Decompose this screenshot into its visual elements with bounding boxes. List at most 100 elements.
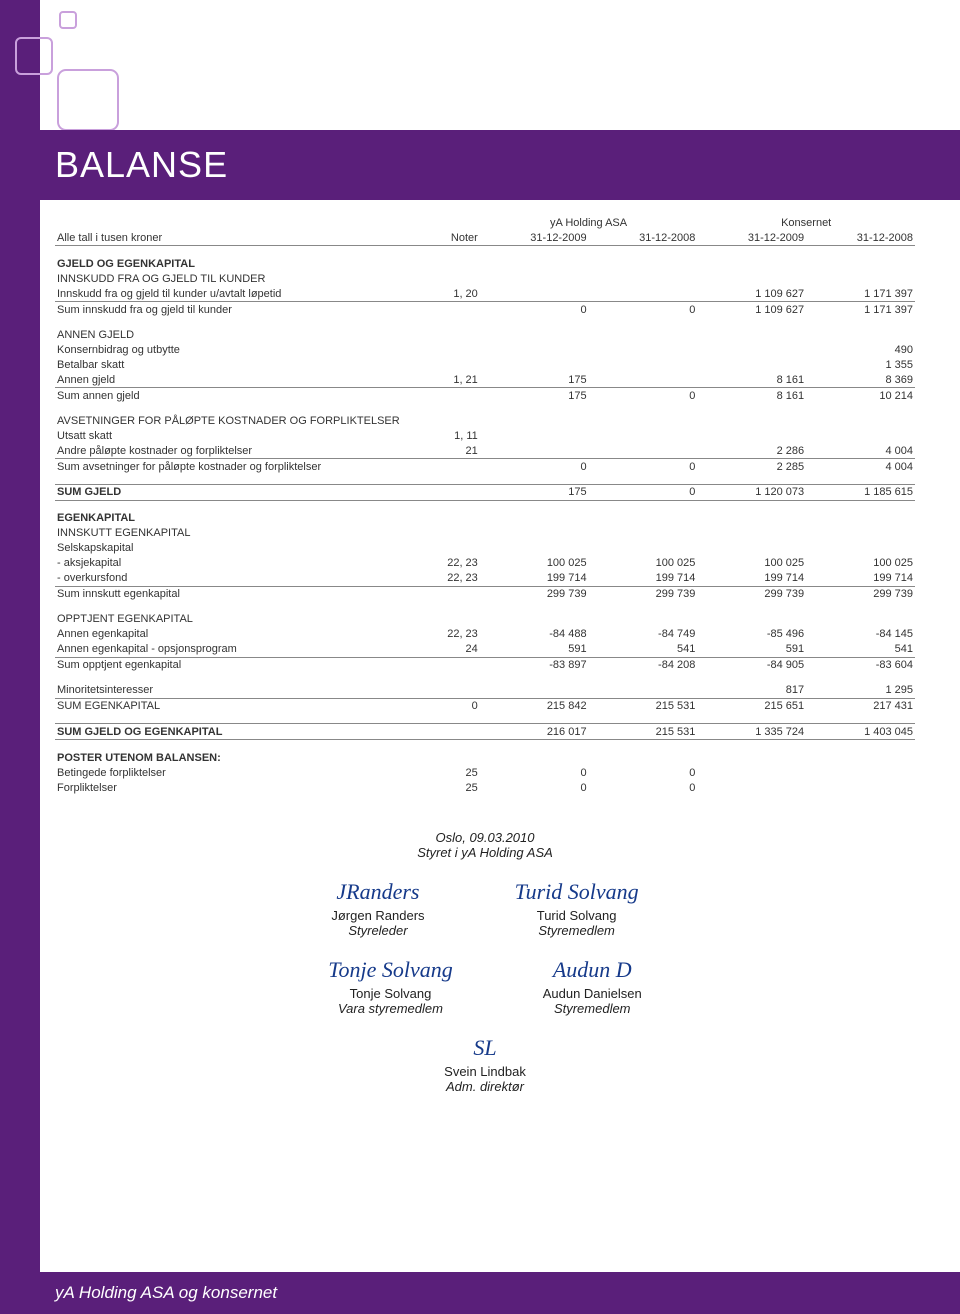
group-header-entity2: Konsernet <box>697 215 915 230</box>
signatures-block: Oslo, 09.03.2010 Styret i yA Holding ASA… <box>55 830 915 1094</box>
signature-role: Vara styremedlem <box>328 1001 452 1016</box>
row-val: 8 161 <box>697 372 806 388</box>
row-val: 215 651 <box>697 698 806 714</box>
row-val: -84 749 <box>589 627 698 642</box>
col-noter: Noter <box>407 230 480 246</box>
row-val: 4 004 <box>806 443 915 459</box>
row-label: - aksjekapital <box>55 556 407 571</box>
signature-scribble: Turid Solvang <box>515 882 639 906</box>
row-noter: 25 <box>407 765 480 780</box>
row-val: 817 <box>697 683 806 699</box>
row-label: SUM EGENKAPITAL <box>55 698 407 714</box>
row-val: -84 488 <box>480 627 589 642</box>
row-noter: 1, 21 <box>407 372 480 388</box>
signature-scribble: Audun D <box>543 960 642 984</box>
row-val: 1 109 627 <box>697 302 806 318</box>
row-sum-gjeld: SUM GJELD <box>55 484 407 500</box>
row-val: 0 <box>589 765 698 780</box>
row-val: 100 025 <box>806 556 915 571</box>
row-val: 8 369 <box>806 372 915 388</box>
row-noter: 22, 23 <box>407 556 480 571</box>
row-val: 199 714 <box>480 571 589 587</box>
signature-role: Styremedlem <box>515 923 639 938</box>
col-c4: 31-12-2008 <box>806 230 915 246</box>
signature-name: Jørgen Randers <box>331 908 424 923</box>
row-val: 0 <box>480 765 589 780</box>
signature-scribble: JRanders <box>331 882 424 906</box>
row-val: 541 <box>589 642 698 658</box>
group-header-entity1: yA Holding ASA <box>480 215 698 230</box>
row-val: 1 295 <box>806 683 915 699</box>
row-noter: 1, 20 <box>407 286 480 302</box>
row-val: 175 <box>480 484 589 500</box>
row-sum-gjeld-eg: SUM GJELD OG EGENKAPITAL <box>55 724 407 740</box>
row-val: 299 739 <box>480 586 589 602</box>
row-label: Annen egenkapital - opsjonsprogram <box>55 642 407 658</box>
row-val: 490 <box>806 342 915 357</box>
signature-item: Turid Solvang Turid Solvang Styremedlem <box>515 882 639 938</box>
row-noter: 22, 23 <box>407 627 480 642</box>
row-label: Sum opptjent egenkapital <box>55 657 407 673</box>
row-val: 1 171 397 <box>806 286 915 302</box>
row-label: Selskapskapital <box>55 541 407 556</box>
row-val: 0 <box>589 459 698 475</box>
row-val: 216 017 <box>480 724 589 740</box>
row-label: Utsatt skatt <box>55 428 407 443</box>
header-bar: BALANSE <box>0 130 960 200</box>
row-label: Annen egenkapital <box>55 627 407 642</box>
row-val: 100 025 <box>589 556 698 571</box>
signature-item: SL Svein Lindbak Adm. direktør <box>444 1038 526 1094</box>
section-gjeld-eg: GJELD OG EGENKAPITAL <box>55 256 407 271</box>
footer-bar: yA Holding ASA og konsernet <box>0 1272 960 1314</box>
row-val: 0 <box>589 484 698 500</box>
row-val: 1 355 <box>806 357 915 372</box>
col-c3: 31-12-2009 <box>697 230 806 246</box>
row-label: Sum innskutt egenkapital <box>55 586 407 602</box>
row-noter: 24 <box>407 642 480 658</box>
row-val: -84 905 <box>697 657 806 673</box>
row-val: -83 604 <box>806 657 915 673</box>
row-val: 10 214 <box>806 388 915 404</box>
row-noter: 1, 11 <box>407 428 480 443</box>
row-val: 0 <box>589 780 698 795</box>
row-val: 199 714 <box>806 571 915 587</box>
row-label: Sum innskudd fra og gjeld til kunder <box>55 302 407 318</box>
signature-name: Audun Danielsen <box>543 986 642 1001</box>
row-val: 1 185 615 <box>806 484 915 500</box>
row-val: -83 897 <box>480 657 589 673</box>
row-val: 0 <box>589 388 698 404</box>
row-val: 217 431 <box>806 698 915 714</box>
section-annen-gjeld: ANNEN GJELD <box>55 327 407 342</box>
row-val: 299 739 <box>697 586 806 602</box>
row-val: 541 <box>806 642 915 658</box>
row-val: 175 <box>480 372 589 388</box>
sign-org: Styret i yA Holding ASA <box>55 845 915 860</box>
row-val: -84 145 <box>806 627 915 642</box>
row-noter: 25 <box>407 780 480 795</box>
row-val: 1 171 397 <box>806 302 915 318</box>
decorative-corner-icon <box>10 10 130 135</box>
row-label: Forpliktelser <box>55 780 407 795</box>
row-label: Betalbar skatt <box>55 357 407 372</box>
signature-scribble: Tonje Solvang <box>328 960 452 984</box>
row-val: 1 120 073 <box>697 484 806 500</box>
row-val: 100 025 <box>697 556 806 571</box>
footer-text: yA Holding ASA og konsernet <box>55 1283 277 1303</box>
signature-item: Tonje Solvang Tonje Solvang Vara styreme… <box>328 960 452 1016</box>
section-innskutt-eg: INNSKUTT EGENKAPITAL <box>55 526 407 541</box>
signature-name: Tonje Solvang <box>328 986 452 1001</box>
row-label: Konsernbidrag og utbytte <box>55 342 407 357</box>
row-val: 0 <box>480 459 589 475</box>
signature-name: Turid Solvang <box>515 908 639 923</box>
row-val: 4 004 <box>806 459 915 475</box>
row-label: Sum avsetninger for påløpte kostnader og… <box>55 459 407 475</box>
signature-role: Adm. direktør <box>444 1079 526 1094</box>
row-label: Minoritetsinteresser <box>55 683 407 699</box>
row-noter: 21 <box>407 443 480 459</box>
row-val: 215 842 <box>480 698 589 714</box>
row-val: 591 <box>480 642 589 658</box>
signature-scribble: SL <box>444 1038 526 1062</box>
row-val: -84 208 <box>589 657 698 673</box>
section-avsetninger: AVSETNINGER FOR PÅLØPTE KOSTNADER OG FOR… <box>55 413 407 428</box>
col-label: Alle tall i tusen kroner <box>55 230 407 246</box>
